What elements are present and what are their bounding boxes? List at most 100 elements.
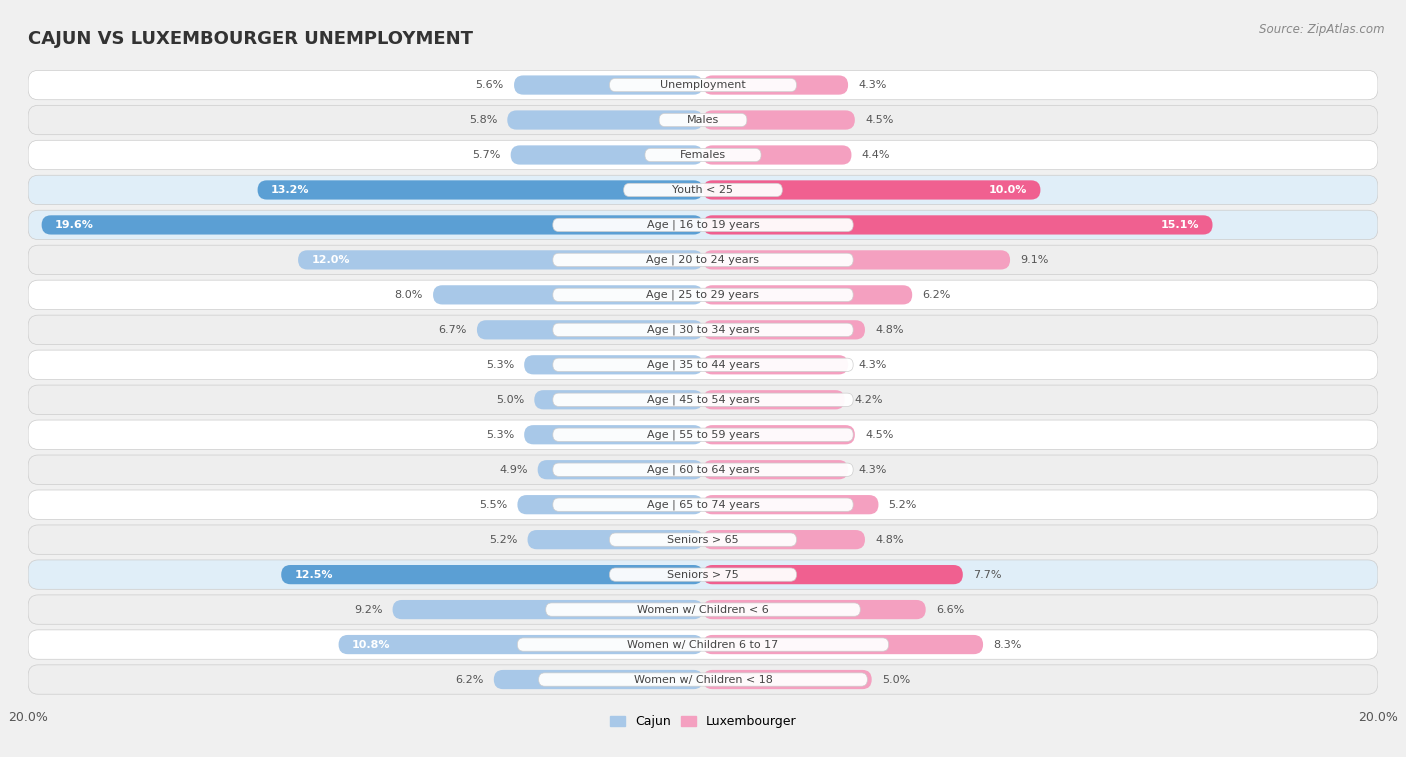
FancyBboxPatch shape [42, 215, 703, 235]
FancyBboxPatch shape [28, 420, 1378, 450]
FancyBboxPatch shape [28, 280, 1378, 310]
Text: 9.1%: 9.1% [1021, 255, 1049, 265]
Text: Age | 30 to 34 years: Age | 30 to 34 years [647, 325, 759, 335]
Text: 5.7%: 5.7% [472, 150, 501, 160]
Text: 4.3%: 4.3% [858, 360, 887, 370]
FancyBboxPatch shape [515, 76, 703, 95]
FancyBboxPatch shape [28, 525, 1378, 554]
Text: 6.2%: 6.2% [922, 290, 950, 300]
Text: 6.2%: 6.2% [456, 674, 484, 684]
Text: Age | 55 to 59 years: Age | 55 to 59 years [647, 429, 759, 440]
Text: 4.3%: 4.3% [858, 465, 887, 475]
Text: Seniors > 65: Seniors > 65 [668, 534, 738, 544]
FancyBboxPatch shape [703, 355, 848, 375]
Text: Source: ZipAtlas.com: Source: ZipAtlas.com [1260, 23, 1385, 36]
FancyBboxPatch shape [553, 358, 853, 372]
FancyBboxPatch shape [28, 315, 1378, 344]
FancyBboxPatch shape [703, 76, 848, 95]
Text: 5.2%: 5.2% [889, 500, 917, 509]
FancyBboxPatch shape [28, 70, 1378, 100]
Text: 5.6%: 5.6% [475, 80, 503, 90]
FancyBboxPatch shape [392, 600, 703, 619]
FancyBboxPatch shape [517, 638, 889, 651]
FancyBboxPatch shape [257, 180, 703, 200]
Text: 6.6%: 6.6% [936, 605, 965, 615]
FancyBboxPatch shape [28, 385, 1378, 415]
Text: 4.5%: 4.5% [865, 430, 893, 440]
FancyBboxPatch shape [494, 670, 703, 689]
Text: 8.0%: 8.0% [395, 290, 423, 300]
FancyBboxPatch shape [703, 111, 855, 129]
FancyBboxPatch shape [703, 215, 1212, 235]
FancyBboxPatch shape [553, 218, 853, 232]
Text: CAJUN VS LUXEMBOURGER UNEMPLOYMENT: CAJUN VS LUXEMBOURGER UNEMPLOYMENT [28, 30, 474, 48]
FancyBboxPatch shape [28, 176, 1378, 204]
Text: Women w/ Children 6 to 17: Women w/ Children 6 to 17 [627, 640, 779, 650]
Text: 5.3%: 5.3% [486, 360, 515, 370]
Text: 5.2%: 5.2% [489, 534, 517, 544]
Text: 12.0%: 12.0% [312, 255, 350, 265]
Text: Women w/ Children < 6: Women w/ Children < 6 [637, 605, 769, 615]
Text: Unemployment: Unemployment [661, 80, 745, 90]
FancyBboxPatch shape [610, 79, 796, 92]
FancyBboxPatch shape [659, 114, 747, 126]
FancyBboxPatch shape [703, 495, 879, 514]
Text: Females: Females [681, 150, 725, 160]
FancyBboxPatch shape [703, 285, 912, 304]
Text: 4.8%: 4.8% [875, 325, 904, 335]
Text: 8.3%: 8.3% [993, 640, 1022, 650]
FancyBboxPatch shape [546, 603, 860, 616]
FancyBboxPatch shape [433, 285, 703, 304]
FancyBboxPatch shape [703, 635, 983, 654]
Text: 4.3%: 4.3% [858, 80, 887, 90]
Text: 9.2%: 9.2% [354, 605, 382, 615]
Text: 5.0%: 5.0% [496, 394, 524, 405]
FancyBboxPatch shape [298, 251, 703, 269]
Text: 4.2%: 4.2% [855, 394, 883, 405]
FancyBboxPatch shape [703, 600, 925, 619]
FancyBboxPatch shape [28, 455, 1378, 484]
Text: 10.8%: 10.8% [352, 640, 391, 650]
FancyBboxPatch shape [610, 533, 796, 547]
FancyBboxPatch shape [553, 463, 853, 476]
FancyBboxPatch shape [28, 560, 1378, 589]
FancyBboxPatch shape [28, 350, 1378, 379]
Text: 5.5%: 5.5% [479, 500, 508, 509]
Text: 6.7%: 6.7% [439, 325, 467, 335]
FancyBboxPatch shape [477, 320, 703, 339]
FancyBboxPatch shape [524, 425, 703, 444]
FancyBboxPatch shape [553, 288, 853, 301]
FancyBboxPatch shape [28, 665, 1378, 694]
Text: 4.9%: 4.9% [499, 465, 527, 475]
Text: 4.5%: 4.5% [865, 115, 893, 125]
FancyBboxPatch shape [703, 320, 865, 339]
Text: Age | 25 to 29 years: Age | 25 to 29 years [647, 290, 759, 300]
FancyBboxPatch shape [553, 393, 853, 407]
Text: Age | 16 to 19 years: Age | 16 to 19 years [647, 220, 759, 230]
Text: 5.8%: 5.8% [468, 115, 498, 125]
FancyBboxPatch shape [703, 145, 852, 164]
Text: 4.4%: 4.4% [862, 150, 890, 160]
Text: 15.1%: 15.1% [1160, 220, 1199, 230]
FancyBboxPatch shape [28, 105, 1378, 135]
FancyBboxPatch shape [703, 530, 865, 550]
FancyBboxPatch shape [538, 673, 868, 686]
Text: 7.7%: 7.7% [973, 569, 1001, 580]
FancyBboxPatch shape [28, 595, 1378, 625]
Text: Women w/ Children < 18: Women w/ Children < 18 [634, 674, 772, 684]
FancyBboxPatch shape [645, 148, 761, 162]
FancyBboxPatch shape [553, 428, 853, 441]
Text: Age | 20 to 24 years: Age | 20 to 24 years [647, 254, 759, 265]
Text: 13.2%: 13.2% [271, 185, 309, 195]
FancyBboxPatch shape [534, 390, 703, 410]
Text: 10.0%: 10.0% [988, 185, 1026, 195]
FancyBboxPatch shape [703, 180, 1040, 200]
Text: Age | 45 to 54 years: Age | 45 to 54 years [647, 394, 759, 405]
FancyBboxPatch shape [281, 565, 703, 584]
FancyBboxPatch shape [527, 530, 703, 550]
FancyBboxPatch shape [28, 210, 1378, 240]
FancyBboxPatch shape [537, 460, 703, 479]
FancyBboxPatch shape [28, 245, 1378, 275]
FancyBboxPatch shape [508, 111, 703, 129]
FancyBboxPatch shape [703, 670, 872, 689]
